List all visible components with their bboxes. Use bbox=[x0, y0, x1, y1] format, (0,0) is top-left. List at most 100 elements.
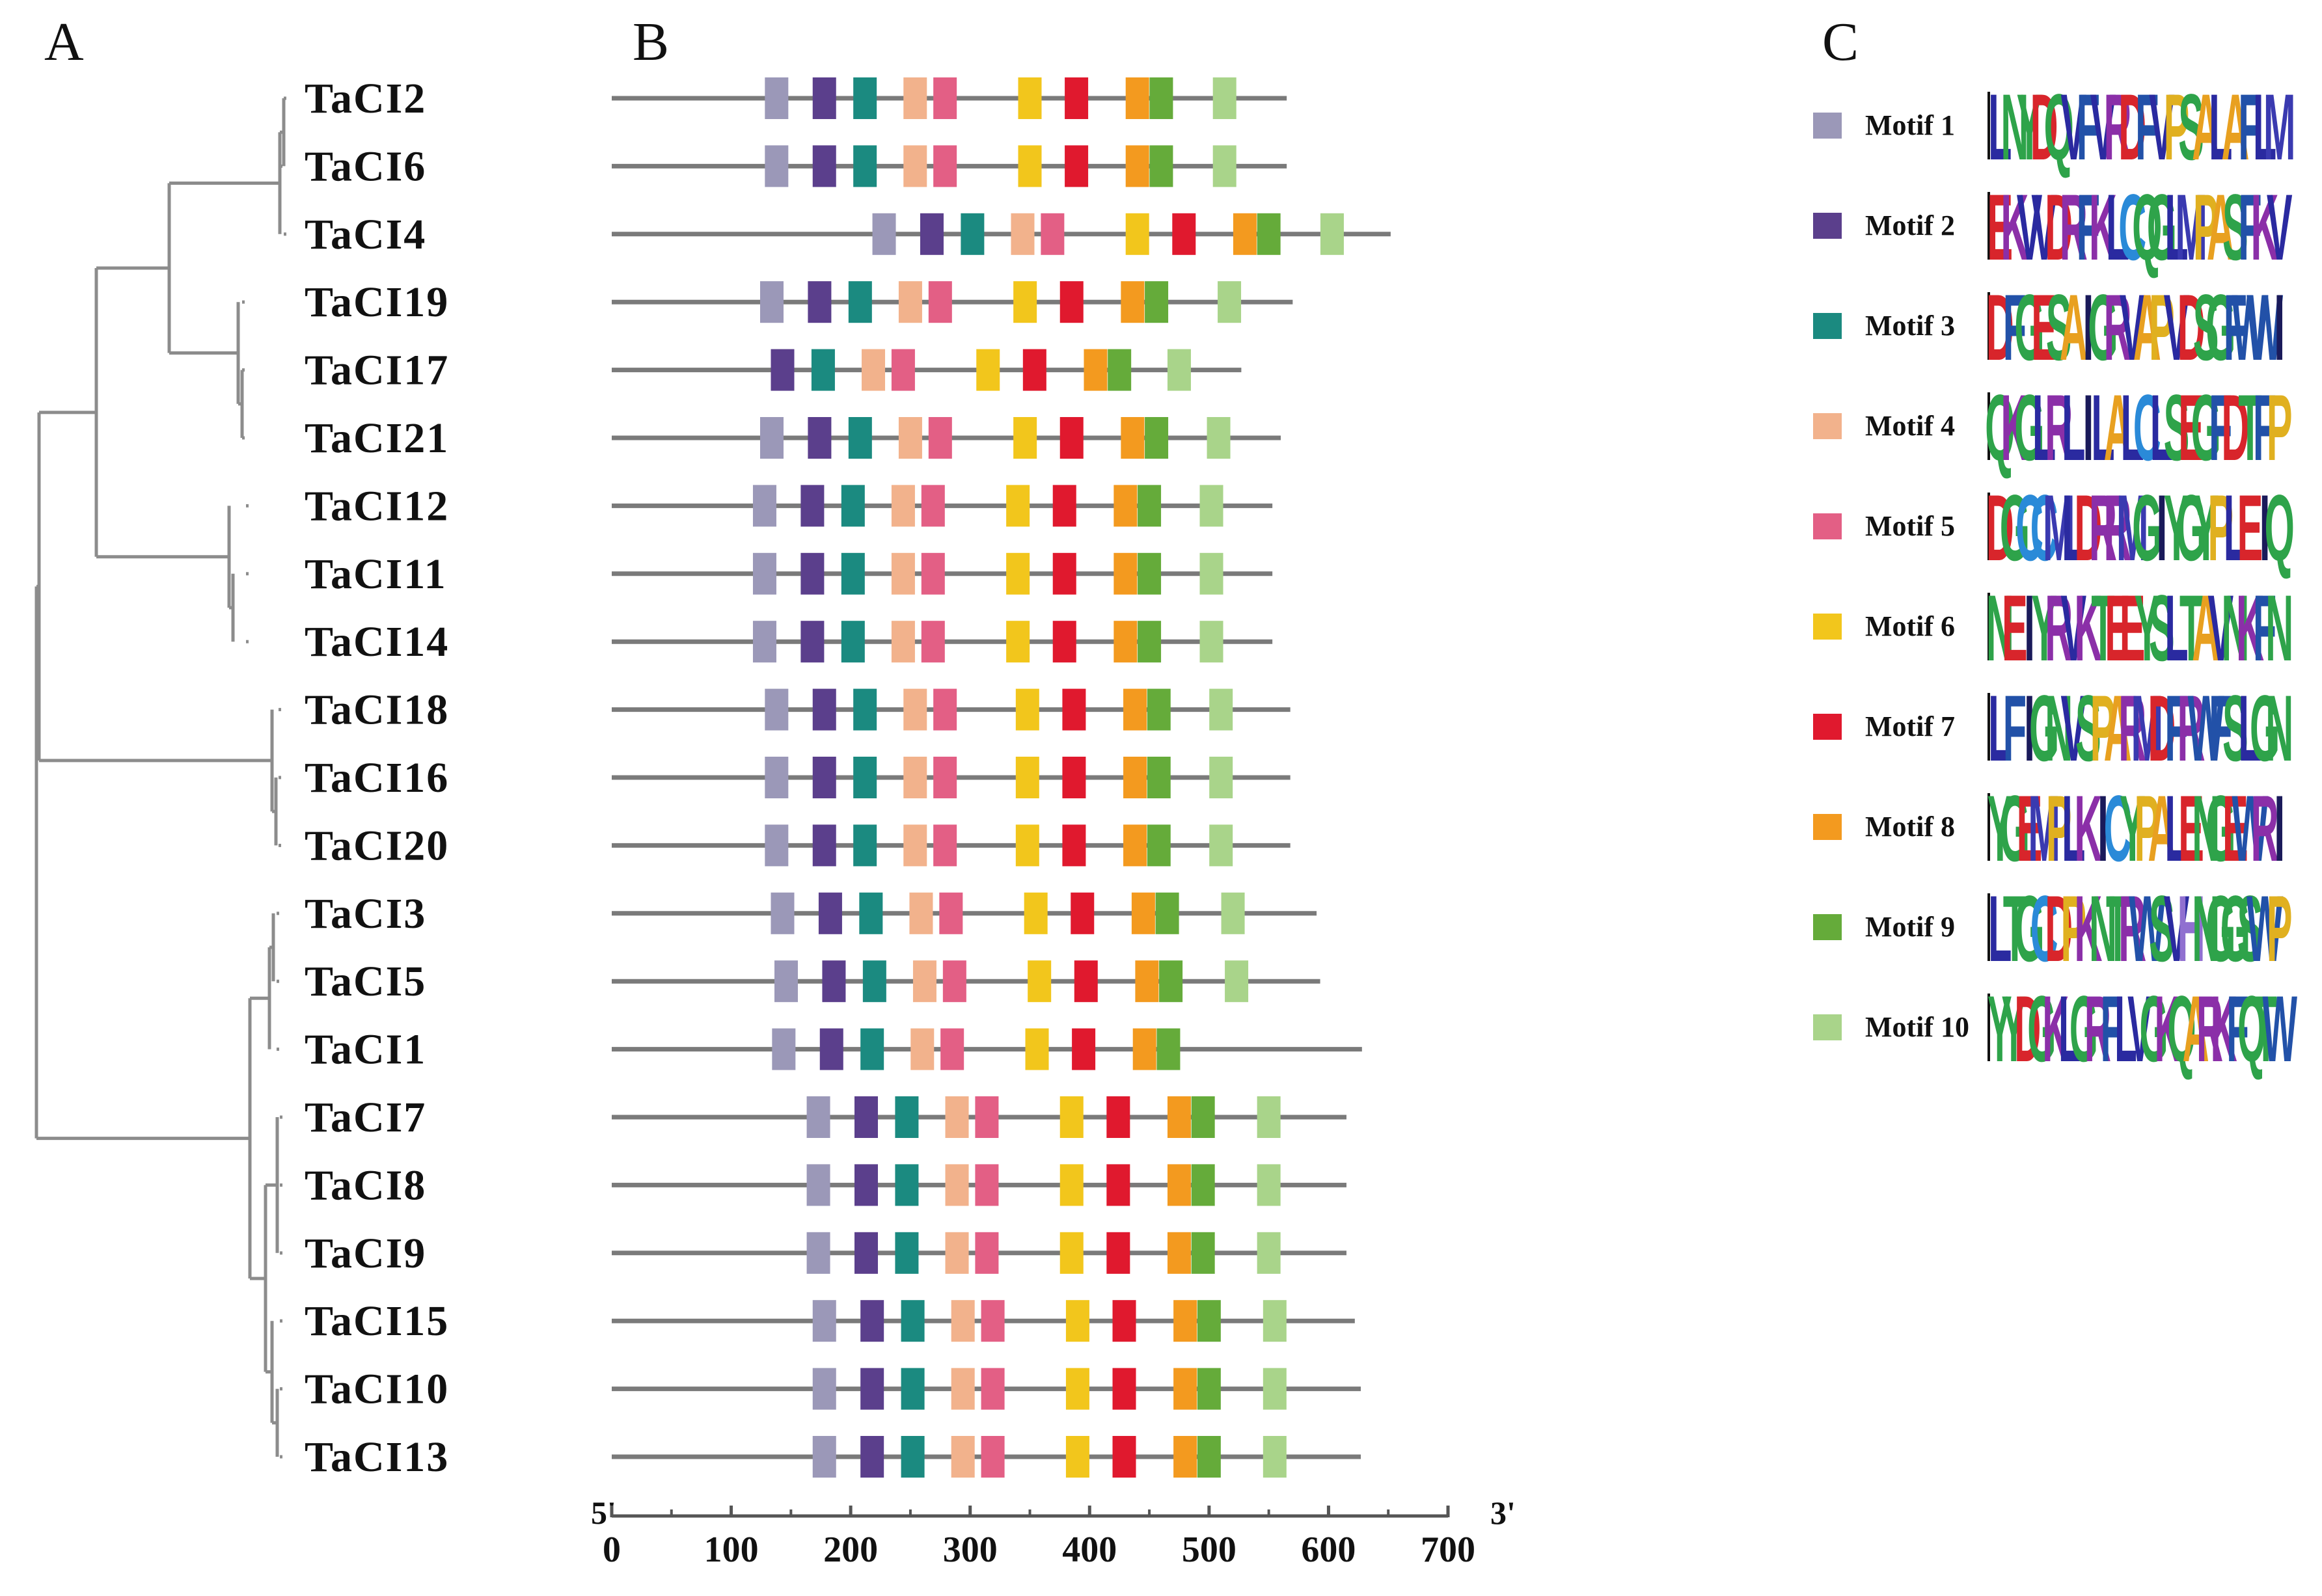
logo-letter: S bbox=[2222, 176, 2248, 280]
motif-box-8 bbox=[1233, 213, 1257, 255]
motif-box-10 bbox=[1221, 892, 1245, 934]
motif-box-8 bbox=[1113, 552, 1138, 595]
logo-letter: E bbox=[1987, 176, 2013, 280]
logo-letter: S bbox=[2222, 677, 2248, 781]
legend-swatch bbox=[1813, 313, 1842, 339]
legend-label: Motif 10 bbox=[1865, 1011, 1969, 1043]
motif-box-2 bbox=[771, 349, 795, 391]
logo-letter: F bbox=[2003, 677, 2027, 781]
logo-letter: F bbox=[2077, 75, 2100, 180]
logo-letter: D bbox=[1986, 276, 2014, 381]
motif-box-7 bbox=[1065, 145, 1089, 187]
logo-letter: M bbox=[2116, 476, 2149, 581]
motif-box-5 bbox=[921, 552, 945, 595]
motif-box-10 bbox=[1209, 757, 1233, 798]
logo-letter: K bbox=[2251, 176, 2279, 280]
logo-letter: T bbox=[2254, 977, 2277, 1082]
motif-box-6 bbox=[1006, 621, 1030, 663]
motif-box-5 bbox=[933, 77, 957, 119]
motif-box-7 bbox=[1112, 1368, 1136, 1410]
legend-swatch bbox=[1813, 513, 1842, 539]
motif-box-8 bbox=[1167, 1232, 1191, 1274]
motif-box-1 bbox=[812, 1368, 836, 1410]
logo-letter: K bbox=[2042, 977, 2069, 1082]
motif-box-8 bbox=[1113, 621, 1138, 663]
motif-box-8 bbox=[1167, 1164, 1191, 1206]
logo-letter: T bbox=[2106, 877, 2129, 982]
logo-letter: R bbox=[2178, 677, 2206, 781]
logo-letter: P bbox=[2193, 176, 2219, 280]
logo-letter: Y bbox=[2120, 777, 2146, 882]
axis-tick-label: 300 bbox=[943, 1530, 998, 1570]
logo-letter: G bbox=[2140, 977, 2168, 1082]
legend-swatch bbox=[1813, 213, 1842, 239]
motif-legend: Motif 1LNYDQVFVRDFVPSALAFLMLNYDQVFVRDFVP… bbox=[1813, 75, 2297, 1082]
motif-box-10 bbox=[1199, 552, 1223, 595]
legend-swatch bbox=[1813, 914, 1842, 940]
legend-label: Motif 7 bbox=[1865, 710, 1955, 742]
gene-label: TaCI12 bbox=[305, 482, 449, 530]
gene-label: TaCI7 bbox=[305, 1094, 426, 1141]
logo-letter: L bbox=[2058, 977, 2081, 1082]
logo-letter: L bbox=[2114, 977, 2137, 1082]
logo-letter: I bbox=[2274, 276, 2285, 381]
legend-swatch bbox=[1813, 113, 1842, 139]
logo-letter: F bbox=[2224, 276, 2247, 381]
logo-letter: G bbox=[2250, 677, 2280, 781]
gene-label: TaCI15 bbox=[305, 1297, 449, 1345]
logo-letter: S bbox=[2237, 877, 2263, 982]
logo-letter: Y bbox=[2017, 75, 2043, 180]
logo-letter: N bbox=[2265, 677, 2293, 781]
axis-tick-label: 0 bbox=[603, 1530, 621, 1570]
motif-box-5 bbox=[981, 1436, 1005, 1478]
motif-box-4 bbox=[951, 1300, 975, 1342]
motif-box-5 bbox=[933, 824, 957, 867]
motif-box-1 bbox=[806, 1164, 830, 1206]
logo-letter: A bbox=[2133, 276, 2161, 381]
logo-letter: T bbox=[2179, 576, 2203, 681]
motif-box-7 bbox=[1022, 349, 1046, 391]
motif-box-8 bbox=[1113, 485, 1138, 527]
motif-box-6 bbox=[1006, 552, 1030, 595]
logo-letter: A bbox=[2221, 75, 2249, 180]
logo-letter: R bbox=[2084, 977, 2111, 1082]
motif-box-2 bbox=[800, 552, 825, 595]
legend-entry: Motif 2EKVVDRFKLCQGLMPASFKVEKVVDRFKLCQGL… bbox=[1813, 176, 2293, 280]
length-axis: 5' 3' 0 100 200 300 400 500 600 700 bbox=[591, 1495, 1516, 1570]
motif-box-6 bbox=[1018, 145, 1042, 187]
logo-letter: G bbox=[2000, 476, 2030, 581]
logo-letter: Q bbox=[2132, 176, 2162, 280]
logo-letter: K bbox=[2074, 777, 2102, 882]
logo-letter: E bbox=[2178, 376, 2204, 481]
logo-letter: N bbox=[2192, 877, 2220, 982]
logo-letter: N bbox=[2045, 677, 2073, 781]
logo-letter: G bbox=[2027, 977, 2056, 1082]
logo-letter: M bbox=[2131, 677, 2164, 781]
axis-tick-label: 200 bbox=[823, 1530, 878, 1570]
motif-box-4 bbox=[910, 1028, 935, 1070]
motif-box-2 bbox=[800, 485, 825, 527]
motif-box-4 bbox=[898, 281, 922, 323]
logo-letter: P bbox=[2134, 777, 2160, 882]
motif-box-2 bbox=[819, 1028, 843, 1070]
legend-entry: Motif 10YYDGKLGRFLVGKQARKFQTWYYDGKLGRFLV… bbox=[1813, 977, 2297, 1082]
logo-letter: C bbox=[2030, 476, 2058, 581]
logo-letter: F bbox=[2209, 376, 2232, 481]
logo-letter: D bbox=[1986, 476, 2014, 581]
logo-letter: Q bbox=[2044, 75, 2074, 180]
motif-box-9 bbox=[1155, 892, 1179, 934]
logo-letter: A bbox=[2148, 777, 2176, 882]
logo-letter: F bbox=[2209, 677, 2232, 781]
motif-box-1 bbox=[759, 417, 784, 459]
logo-letter: G bbox=[2147, 176, 2177, 280]
motif-box-1 bbox=[872, 213, 896, 255]
motif-box-8 bbox=[1123, 824, 1147, 867]
legend-entry: Motif 3DFGESAIGRVAPVDSGFWWIDFGESAIGRVAPV… bbox=[1813, 276, 2285, 381]
logo-letter: N bbox=[1986, 576, 2014, 681]
motif-box-5 bbox=[975, 1096, 999, 1138]
motif-box-3 bbox=[895, 1096, 919, 1138]
